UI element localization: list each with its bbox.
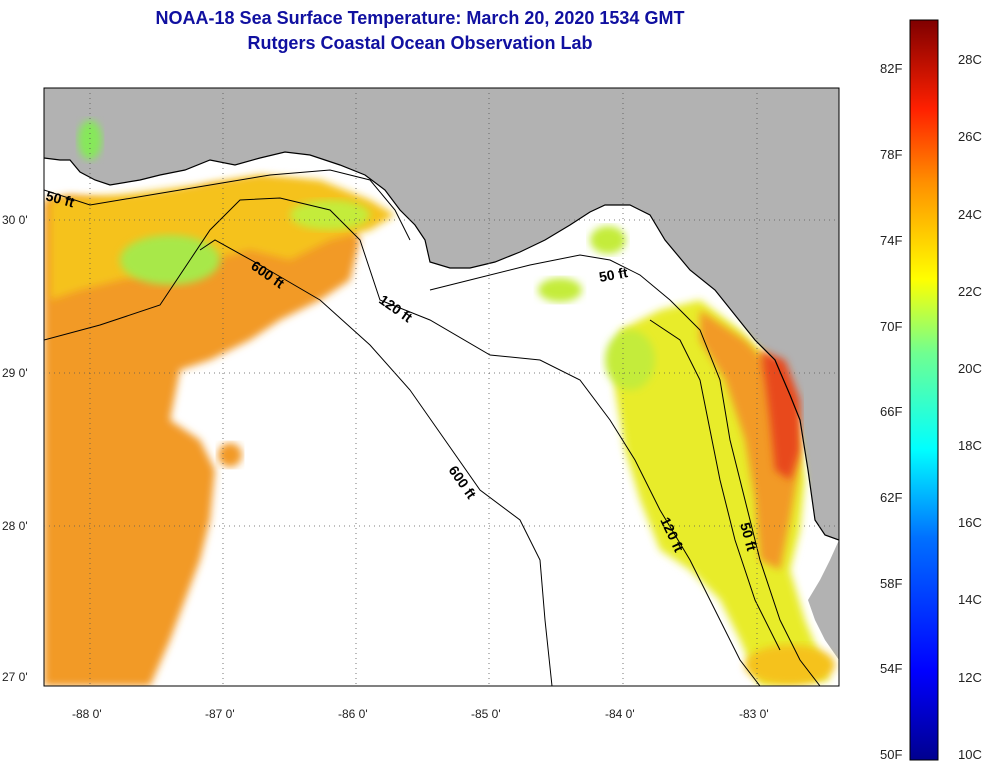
colorbar-c-label: 16C [958,515,982,530]
colorbar-f-label: 82F [880,61,903,76]
sst-cool-patch [120,235,220,285]
chart-title: NOAA-18 Sea Surface Temperature: March 2… [155,8,685,28]
colorbar-c-label: 10C [958,747,982,762]
lon-tick-label: -84 0' [605,707,635,721]
sst-east-hot [760,350,800,480]
contour-50ft-west [44,169,411,241]
lat-tick-label: 27 0' [2,670,28,684]
contour-600ft [199,239,553,686]
colorbar-c-label: 26C [958,129,982,144]
contour-120ft-west [44,197,761,686]
colorbar-f-label: 50F [880,747,903,762]
contour-label: 50 ft [737,521,760,553]
lat-tick-label: 28 0' [2,519,28,533]
sst-south-bottom [745,645,835,685]
colorbar-f-label: 58F [880,576,903,591]
chart-subtitle: Rutgers Coastal Ocean Observation Lab [247,33,593,53]
sst-warm-patch [218,443,242,467]
colorbar-f-label: 78F [880,147,903,162]
colorbar-c-label: 12C [958,670,982,685]
contour-120ft-east [649,319,781,651]
sst-cool-patch [538,278,582,302]
contour-label: 50 ft [44,187,76,210]
colorbar-f-label: 74F [880,233,903,248]
colorbar-f-label: 54F [880,661,903,676]
lon-tick-label: -85 0' [471,707,501,721]
colorbar-c-label: 28C [958,52,982,67]
lat-tick-label: 29 0' [2,366,28,380]
lon-tick-label: -86 0' [338,707,368,721]
sst-west-warm [44,180,360,686]
colorbar-c-label: 20C [958,361,982,376]
colorbar-f-label: 70F [880,319,903,334]
map-frame [43,87,840,687]
lon-tick-label: -83 0' [739,707,769,721]
colorbar-f-label: 62F [880,490,903,505]
contour-50ft-east [429,254,821,686]
coastline [44,151,839,541]
colorbar [909,19,939,761]
sst-cool-patch [605,330,655,390]
sst-cool-patch [78,120,102,160]
colorbar-f-label: 66F [880,404,903,419]
land-florida-south [808,540,839,660]
lon-tick-label: -87 0' [205,707,235,721]
colorbar-c-label: 14C [958,592,982,607]
contour-label: 50 ft [598,264,629,285]
lon-tick-label: -88 0' [72,707,102,721]
land-mass [44,88,839,540]
sst-cool-patch [590,226,626,254]
colorbar-c-label: 24C [958,207,982,222]
colorbar-c-label: 22C [958,284,982,299]
colorbar-c-label: 18C [958,438,982,453]
sst-cool-patch [290,200,370,230]
lat-tick-label: 30 0' [2,213,28,227]
